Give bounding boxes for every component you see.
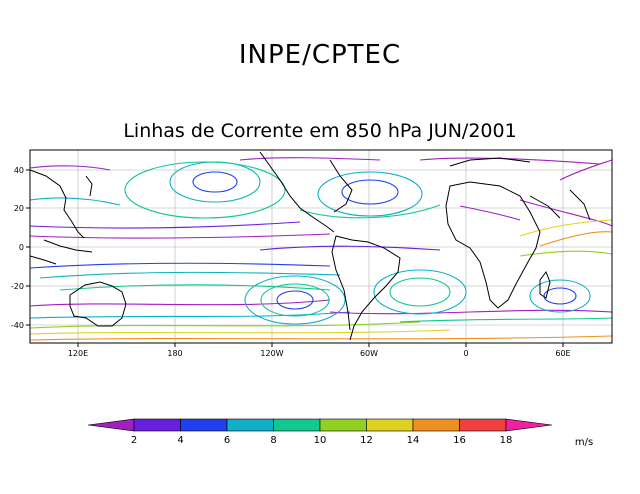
x-tick-60w: 60W [360, 349, 378, 358]
y-tick-20: 20 [14, 204, 24, 213]
streamlines [30, 157, 612, 341]
y-tick-minus20: -20 [11, 282, 24, 291]
x-tick-120e: 120E [68, 349, 88, 358]
colorbar-segment [273, 418, 321, 432]
coastlines [30, 151, 591, 341]
y-tick-labels: 40 20 0 -20 -40 [11, 166, 24, 330]
colorbar-tick: 10 [314, 435, 327, 446]
y-tick-40: 40 [14, 166, 24, 175]
axis-ticks [26, 169, 564, 347]
colorbar-segment [459, 418, 507, 432]
x-tick-120w: 120W [260, 349, 283, 358]
colorbar-tick: 12 [360, 435, 373, 446]
colorbar: 2 4 6 8 10 12 14 16 18 m/s [87, 418, 593, 448]
colorbar-segment [319, 418, 367, 432]
map-content [30, 150, 612, 343]
colorbar-unit: m/s [575, 437, 593, 448]
colorbar-tick: 16 [453, 435, 466, 446]
colorbar-tick: 2 [131, 435, 137, 446]
x-tick-180: 180 [167, 349, 182, 358]
x-tick-60e: 60E [555, 349, 570, 358]
colorbar-arrow-left [87, 418, 135, 432]
x-tick-labels: 120E 180 120W 60W 0 60E [68, 349, 571, 358]
colorbar-tick: 8 [270, 435, 276, 446]
colorbar-arrow-right [505, 418, 553, 432]
y-tick-0: 0 [19, 243, 24, 252]
colorbar-tick: 18 [500, 435, 513, 446]
colorbar-segment [412, 418, 460, 432]
colorbar-tick: 6 [224, 435, 230, 446]
colorbar-tick: 4 [177, 435, 183, 446]
x-tick-0: 0 [463, 349, 468, 358]
colorbar-segment [226, 418, 274, 432]
y-tick-minus40: -40 [11, 321, 24, 330]
colorbar-segment [133, 418, 181, 432]
map-title: INPE/CPTEC [238, 40, 402, 70]
colorbar-tick: 14 [407, 435, 420, 446]
colorbar-segment [366, 418, 414, 432]
colorbar-segment [180, 418, 228, 432]
map-subtitle: Linhas de Corrente em 850 hPa JUN/2001 [123, 120, 517, 142]
